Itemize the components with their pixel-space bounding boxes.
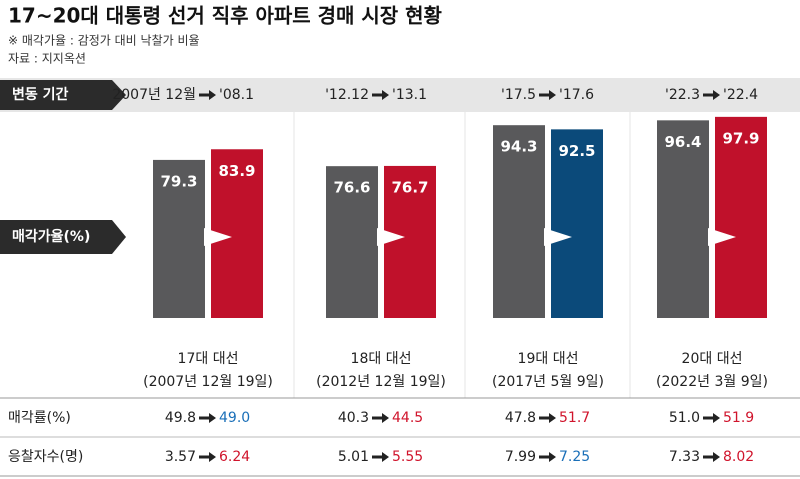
table-cell: 44.5 bbox=[392, 410, 423, 426]
table-cell: 5.01 bbox=[338, 449, 369, 465]
arrow bbox=[199, 413, 216, 423]
table-cell: 7.99 bbox=[505, 449, 536, 465]
value-label: 79.3 bbox=[160, 172, 197, 190]
category-label: 17대 대선 bbox=[178, 351, 239, 367]
table-cell: 7.33 bbox=[669, 449, 700, 465]
period: '22.3 bbox=[665, 87, 700, 103]
value-label: 92.5 bbox=[558, 142, 595, 160]
bar bbox=[493, 125, 545, 318]
arrow bbox=[703, 413, 720, 423]
arrow bbox=[372, 413, 389, 423]
value-label: 76.7 bbox=[391, 178, 428, 196]
bar bbox=[384, 165, 436, 318]
arrow bbox=[703, 90, 720, 100]
arrow bbox=[199, 452, 216, 462]
category-label: 19대 대선 bbox=[518, 351, 579, 367]
table-cell: 6.24 bbox=[219, 449, 250, 465]
period-label-box bbox=[0, 80, 126, 110]
value-label: 96.4 bbox=[664, 133, 701, 151]
pointer bbox=[377, 228, 405, 246]
period: '13.1 bbox=[392, 87, 427, 103]
bar bbox=[326, 166, 378, 318]
row-label: 응찰자수(명) bbox=[8, 449, 83, 465]
note: 자료 : 지지옥션 bbox=[8, 52, 86, 66]
table-cell: 49.8 bbox=[165, 410, 196, 426]
plot: 2007년 12월 '08.1 79.3 83.9 17대 대선 (2007년 12월 1… bbox=[8, 87, 768, 465]
pointer bbox=[708, 228, 736, 246]
table-cell: 40.3 bbox=[338, 410, 369, 426]
arrow bbox=[539, 413, 556, 423]
pointer bbox=[204, 228, 232, 246]
bar bbox=[551, 129, 603, 318]
table-cell: 51.7 bbox=[559, 410, 590, 426]
bar bbox=[153, 159, 205, 318]
date-label: (2022년 3월 9일) bbox=[656, 374, 768, 390]
date-label: (2007년 12월 19일) bbox=[143, 374, 273, 390]
note: ※ 매각가율 : 감정가 대비 낙찰가 비율 bbox=[8, 34, 200, 48]
chart-title: 17~20대 대통령 선거 직후 아파트 경매 시장 현황 bbox=[8, 4, 443, 28]
arrow bbox=[372, 452, 389, 462]
pointer bbox=[544, 228, 572, 246]
table-cell: 51.0 bbox=[669, 410, 700, 426]
category-label: 20대 대선 bbox=[682, 351, 743, 367]
arrow bbox=[539, 452, 556, 462]
bar bbox=[657, 120, 709, 318]
value-label: 83.9 bbox=[218, 162, 255, 180]
period: '12.12 bbox=[325, 87, 369, 103]
table-cell: 51.9 bbox=[723, 410, 754, 426]
arrow bbox=[703, 452, 720, 462]
date-label: (2012년 12월 19일) bbox=[316, 374, 446, 390]
value-label-box bbox=[0, 220, 126, 254]
table-cell: 7.25 bbox=[559, 449, 590, 465]
table-cell: 3.57 bbox=[165, 449, 196, 465]
value-label: 매각가율(%) bbox=[12, 228, 90, 245]
period: '22.4 bbox=[723, 87, 758, 103]
row-label: 매각률(%) bbox=[8, 410, 71, 426]
period: '17.5 bbox=[501, 87, 536, 103]
period-label: 변동 기간 bbox=[12, 86, 69, 103]
value-label: 76.6 bbox=[333, 179, 370, 197]
period: '08.1 bbox=[219, 87, 254, 103]
arrow bbox=[539, 90, 556, 100]
period: '17.6 bbox=[559, 87, 594, 103]
arrow bbox=[372, 90, 389, 100]
period: 2007년 12월 bbox=[112, 87, 196, 103]
table-cell: 5.55 bbox=[392, 449, 423, 465]
bar bbox=[715, 116, 767, 318]
value-label: 94.3 bbox=[500, 138, 537, 156]
table-cell: 8.02 bbox=[723, 449, 754, 465]
category-label: 18대 대선 bbox=[351, 351, 412, 367]
table-cell: 49.0 bbox=[219, 410, 250, 426]
value-label: 97.9 bbox=[722, 129, 759, 147]
period-band bbox=[0, 78, 800, 112]
date-label: (2017년 5월 9일) bbox=[492, 374, 604, 390]
table-cell: 47.8 bbox=[505, 410, 536, 426]
arrow bbox=[199, 90, 216, 100]
